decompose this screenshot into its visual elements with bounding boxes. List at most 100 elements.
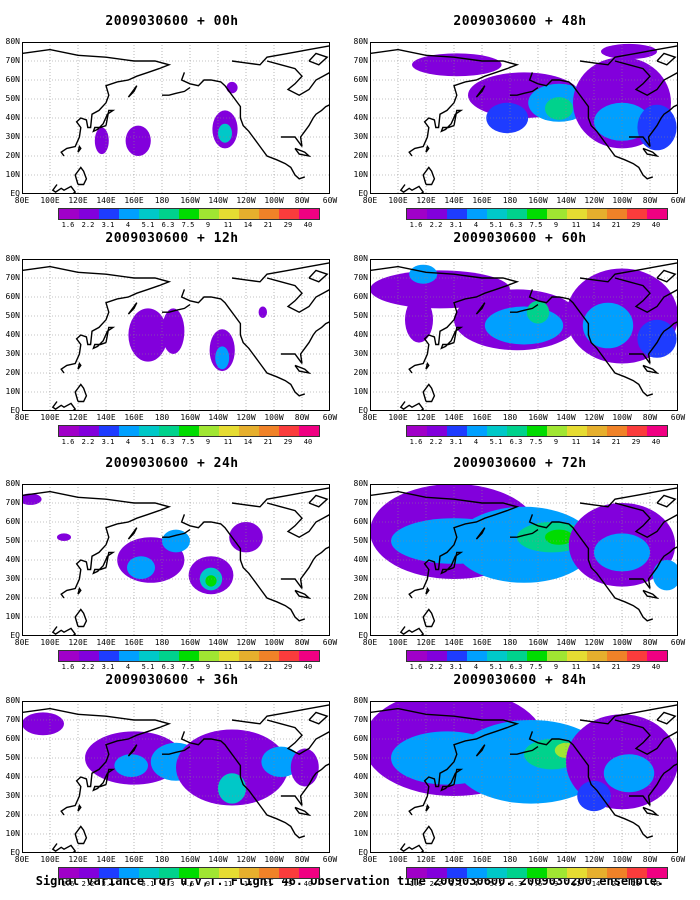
latitude-label: 50N (353, 536, 368, 545)
colorbar-swatch (59, 426, 79, 436)
colorbar-label: 14 (591, 880, 601, 888)
latitude-label: 40N (5, 555, 20, 564)
longitude-label: 120E (416, 196, 436, 205)
coastline (422, 166, 436, 186)
colorbar-label: 21 (263, 880, 273, 888)
longitude-label: 180 (154, 855, 170, 864)
latitude-label: 10N (5, 612, 20, 621)
coastline (231, 45, 330, 66)
variance-contour (526, 300, 550, 324)
coastline (370, 48, 520, 157)
coastline (579, 45, 678, 66)
latitude-label: 50N (5, 311, 20, 320)
colorbar-label: 4 (473, 880, 479, 888)
latitude-label: 40N (353, 330, 368, 339)
latitude-label: 60N (5, 734, 20, 743)
panel-title: 2009030600 + 72h (453, 456, 587, 471)
latitude-label: 40N (5, 772, 20, 781)
longitude-label: 100E (40, 638, 60, 647)
coastline (266, 719, 330, 755)
contour-map (370, 701, 678, 853)
variance-contour (545, 529, 573, 545)
colorbar-label: 40 (651, 438, 661, 446)
colorbar-swatch (59, 209, 79, 219)
colorbar-swatch (627, 426, 647, 436)
map-frame (22, 259, 330, 411)
colorbar-label: 6.3 (161, 438, 175, 446)
longitude-label: 80W (642, 855, 658, 864)
latitude-label: 30N (5, 349, 20, 358)
coastline (370, 265, 520, 374)
coastline (92, 326, 116, 350)
coastline (162, 529, 191, 538)
latitude-label: 60N (353, 292, 368, 301)
latitude-label: 20N (5, 593, 20, 602)
panel-title: 2009030600 + 60h (453, 231, 587, 246)
coastline (425, 144, 430, 153)
colorbar-swatch (647, 868, 667, 878)
longitude-label: 140E (96, 855, 116, 864)
coastline (579, 487, 678, 508)
coastline (579, 704, 678, 725)
latitude-label: 60N (5, 75, 20, 84)
colorbar-label: 9 (205, 663, 211, 671)
coastline (399, 626, 425, 636)
longitude-label: 100E (388, 196, 408, 205)
variance-contour (218, 123, 232, 143)
longitude-label: 80W (642, 638, 658, 647)
colorbar-label: 6.3 (161, 880, 175, 888)
forecast-panel: 2009030600 + 12h (2, 231, 342, 451)
latitude-label: 20N (5, 810, 20, 819)
variance-contour (290, 748, 319, 787)
coastline (656, 52, 677, 66)
forecast-panel: 2009030600 + 36h (2, 673, 342, 893)
colorbar-swatch (219, 426, 239, 436)
latitude-label: 30N (5, 132, 20, 141)
colorbar-label: 5.1 (141, 438, 155, 446)
colorbar-label: 2.2 (81, 438, 95, 446)
longitude-label: 120E (416, 855, 436, 864)
latitude-label: 70N (353, 56, 368, 65)
colorbar-label: 14 (243, 880, 253, 888)
latitude-label: 60N (353, 734, 368, 743)
colorbar-label: 2.2 (429, 438, 443, 446)
longitude-label: 80W (642, 413, 658, 422)
longitude-label: 80E (362, 855, 378, 864)
longitude-label: 140E (444, 855, 464, 864)
coastline (231, 262, 330, 283)
colorbar-label: 21 (263, 438, 273, 446)
colorbar-label: 5.1 (489, 663, 503, 671)
colorbar-swatch (299, 868, 319, 878)
latitude-label: 80N (5, 37, 20, 46)
coastline (281, 546, 330, 589)
latitude-label: EQ (358, 631, 368, 640)
colorbar-swatch (487, 209, 507, 219)
map-frame (22, 701, 330, 853)
coastline (77, 361, 82, 370)
coastline (642, 806, 660, 817)
colorbar-swatch (159, 426, 179, 436)
colorbar-label: 2.2 (81, 880, 95, 888)
coastline (74, 608, 88, 628)
colorbar-swatch (567, 868, 587, 878)
colorbar-label: 9 (205, 438, 211, 446)
latitude-label: 70N (5, 498, 20, 507)
colorbar-swatch (99, 209, 119, 219)
longitude-label: 180 (154, 413, 170, 422)
colorbar (58, 425, 320, 437)
latitude-label: 30N (5, 791, 20, 800)
longitude-label: 140E (96, 638, 116, 647)
colorbar (58, 650, 320, 662)
colorbar-label: 5.1 (141, 221, 155, 229)
coastline (92, 551, 116, 575)
colorbar-swatch (467, 209, 487, 219)
latitude-label: 40N (353, 555, 368, 564)
latitude-label: 30N (353, 791, 368, 800)
colorbar-swatch (467, 426, 487, 436)
coastline (528, 731, 654, 839)
latitude-label: 80N (5, 696, 20, 705)
colorbar-swatch (607, 868, 627, 878)
colorbar-swatch (279, 426, 299, 436)
colorbar-swatch (527, 426, 547, 436)
colorbar-swatch (79, 209, 99, 219)
